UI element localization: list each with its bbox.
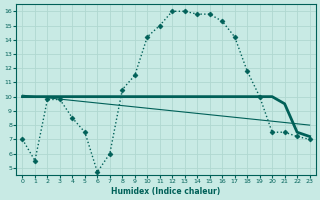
X-axis label: Humidex (Indice chaleur): Humidex (Indice chaleur) xyxy=(111,187,221,196)
